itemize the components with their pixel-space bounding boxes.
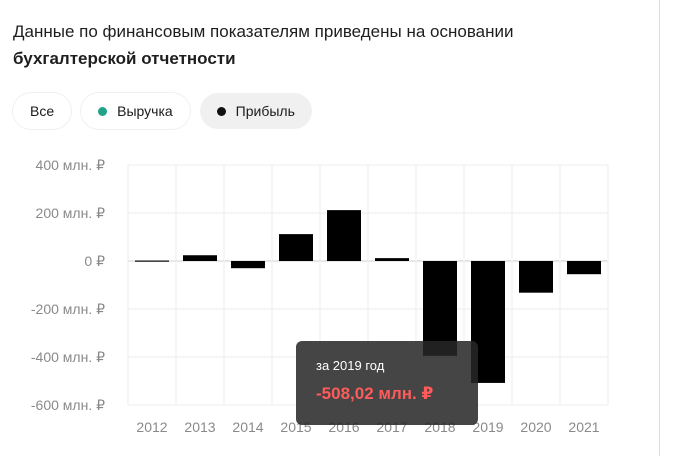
bar (183, 255, 217, 261)
y-tick-label: 400 млн. ₽ (36, 157, 106, 173)
filter-revenue-label: Выручка (117, 103, 173, 119)
profit-dot-icon (216, 106, 226, 116)
x-tick-label: 2020 (520, 419, 551, 435)
x-tick-label: 2013 (184, 419, 215, 435)
bar (327, 210, 361, 261)
y-tick-label: 200 млн. ₽ (36, 205, 106, 221)
y-tick-label: -200 млн. ₽ (31, 301, 105, 317)
bar (231, 261, 265, 269)
panel-divider (659, 0, 660, 456)
x-tick-label: 2019 (472, 419, 503, 435)
series-filter: Все Выручка Прибыль (13, 93, 312, 129)
header-text: Данные по финансовым показателям приведе… (13, 22, 514, 41)
bar (423, 261, 457, 356)
chart-tooltip: за 2019 год -508,02 млн. ₽ (296, 341, 478, 425)
x-tick-label: 2014 (232, 419, 263, 435)
filter-profit-label: Прибыль (235, 103, 295, 119)
filter-profit-button[interactable]: Прибыль (199, 93, 312, 129)
x-tick-label: 2012 (136, 419, 167, 435)
y-tick-label: -400 млн. ₽ (31, 349, 105, 365)
tooltip-title: за 2019 год (316, 358, 385, 373)
filter-all-button[interactable]: Все (13, 93, 72, 129)
page-title: Данные по финансовым показателям приведе… (13, 18, 533, 72)
revenue-dot-icon (98, 106, 108, 116)
bar (135, 260, 169, 262)
y-tick-label: -600 млн. ₽ (31, 397, 105, 413)
header-bold-link: бухгалтерской отчетности (13, 49, 236, 68)
x-tick-label: 2021 (568, 419, 599, 435)
bar (519, 261, 553, 293)
tooltip-value: -508,02 млн. ₽ (316, 384, 434, 403)
bar (567, 261, 601, 275)
filter-revenue-button[interactable]: Выручка (81, 93, 190, 129)
bar (279, 234, 313, 261)
y-tick-label: 0 ₽ (84, 253, 105, 269)
filter-all-label: Все (30, 103, 55, 119)
bar (375, 258, 409, 261)
